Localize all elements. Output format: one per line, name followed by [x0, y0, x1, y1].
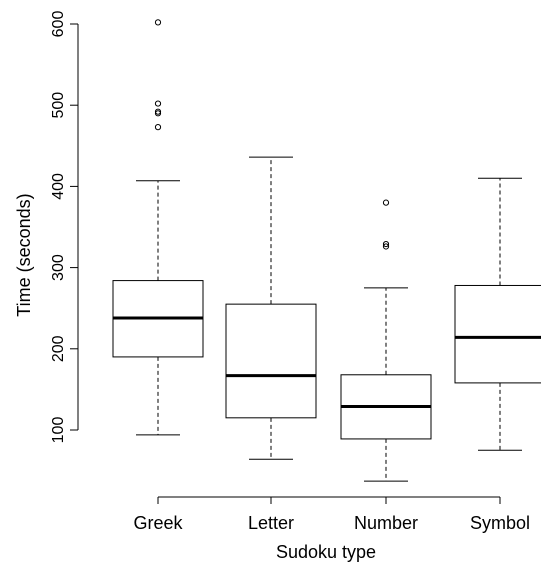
x-axis-label: Sudoku type [276, 542, 376, 562]
iqr-box [454, 284, 541, 384]
outlier-point [154, 19, 162, 26]
outlier-point [154, 124, 162, 131]
plot-area [112, 19, 541, 482]
iqr-box [225, 303, 317, 419]
outlier-point [154, 108, 162, 115]
x-tick-label: Symbol [470, 513, 530, 533]
outlier-point [382, 240, 390, 248]
y-tick-label: 100 [50, 417, 67, 444]
box-symbol [454, 177, 541, 451]
y-axis: 100 200 300 400 500 600 [50, 11, 79, 444]
x-axis: Greek Letter Number Symbol [133, 496, 530, 533]
x-tick-label: Letter [248, 513, 294, 533]
outlier-point [382, 199, 390, 206]
x-tick-label: Number [354, 513, 418, 533]
outlier-point [154, 100, 162, 107]
y-axis-label: Time (seconds) [14, 193, 34, 316]
outlier-point [382, 243, 390, 250]
box-number [340, 199, 432, 482]
box-letter [225, 156, 317, 460]
y-tick-label: 600 [50, 11, 67, 38]
y-tick-label: 200 [50, 335, 67, 362]
x-tick-label: Greek [133, 513, 183, 533]
box-greek [112, 19, 204, 436]
y-tick-label: 500 [50, 92, 67, 119]
y-tick-label: 300 [50, 254, 67, 281]
y-tick-label: 400 [50, 173, 67, 200]
